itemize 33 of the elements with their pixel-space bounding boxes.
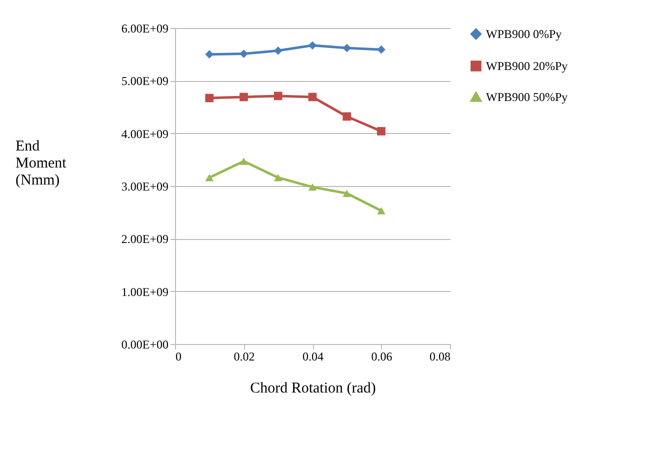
point [274,92,282,100]
legend-label: WPB900 50%Py [486,90,568,104]
point [205,94,214,102]
point [240,92,248,102]
point [377,127,386,136]
x-axis-title: Chord Rotation (rad) [250,380,376,396]
point [274,174,282,182]
point [274,46,282,55]
point [308,41,317,50]
point [205,174,214,182]
legend-label: WPB900 20%Py [486,59,568,73]
y-axis-title: End Moment (Nmm) [16,138,68,188]
y-tick-label: 4.00E+09 [121,126,168,141]
point [240,158,248,165]
y-tick-label: 0.00E+00 [121,338,168,352]
point [240,50,248,58]
point [377,207,386,214]
y-tick-label: 3.00E+09 [121,180,168,194]
point [342,190,352,197]
point [308,183,317,191]
x-tick-label: 0.08 [430,350,450,364]
point [342,112,352,121]
x-tick-label: 0.06 [371,350,392,364]
x-tick-label: 0.02 [234,350,255,364]
y-tick-label: 2.00E+09 [121,232,168,246]
legend-label: WPB900 0%Py [486,27,562,41]
point [377,45,386,54]
y-tick-label: 1.00E+09 [121,284,168,299]
y-tick-label: 6.00E+09 [121,22,168,36]
y-tick-label: 5.00E+09 [121,74,168,88]
x-tick-label: 0 [176,350,182,364]
point [308,92,317,102]
x-tick-label: 0.04 [302,350,324,364]
